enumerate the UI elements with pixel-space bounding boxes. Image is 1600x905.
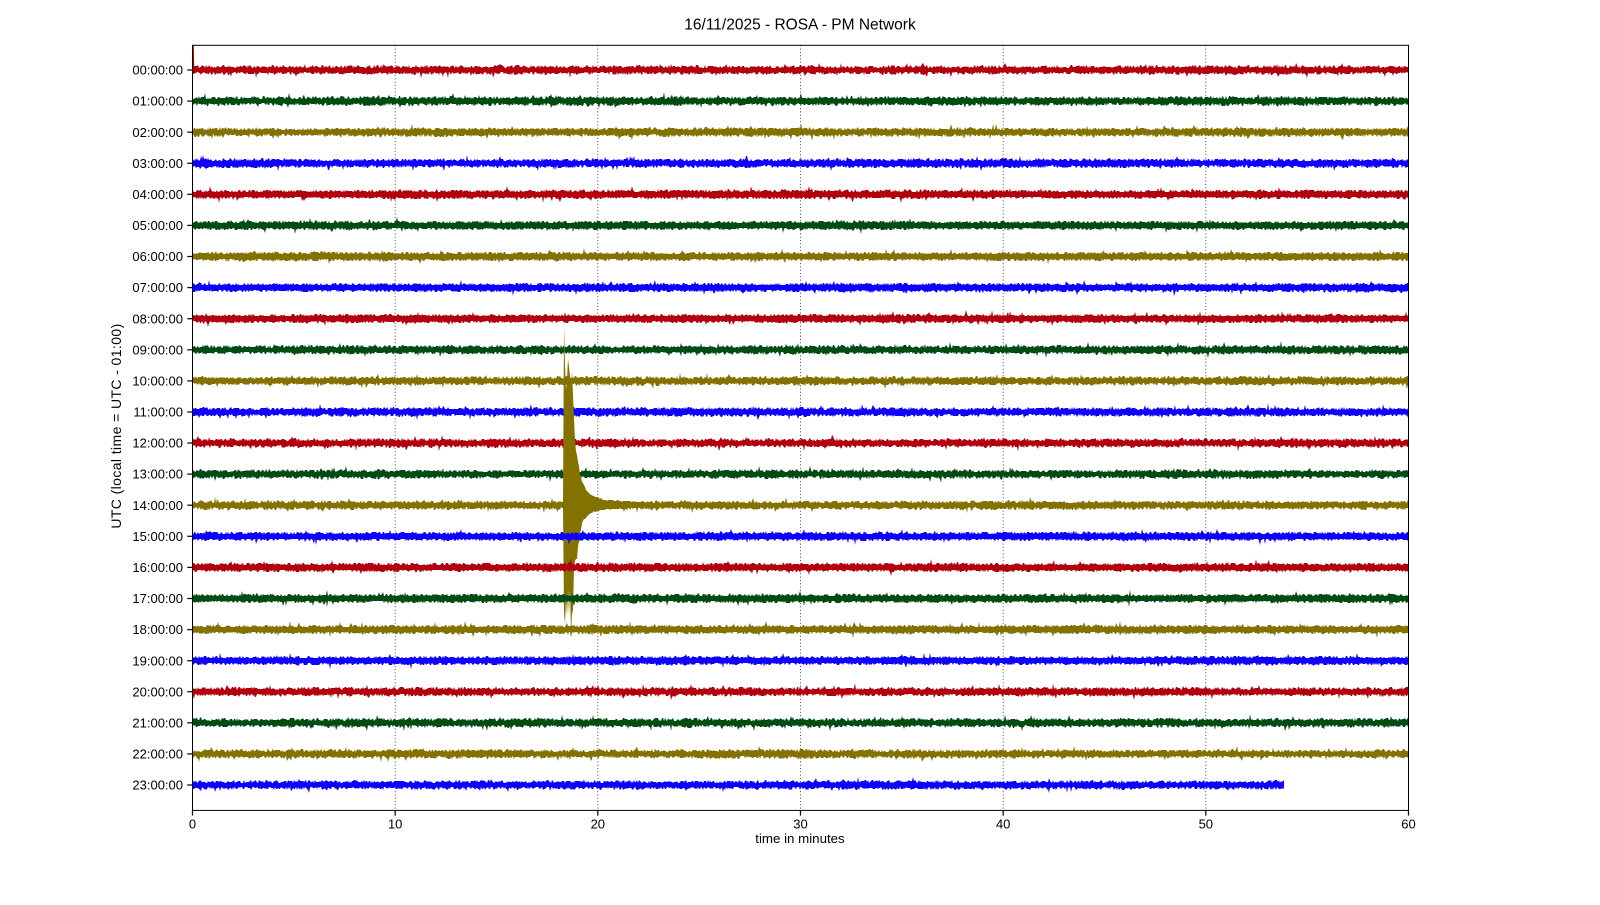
svg-text:12:00:00: 12:00:00: [132, 436, 183, 451]
svg-text:22:00:00: 22:00:00: [132, 747, 183, 762]
svg-text:07:00:00: 07:00:00: [132, 280, 183, 295]
svg-text:19:00:00: 19:00:00: [132, 653, 183, 668]
svg-text:40: 40: [996, 817, 1010, 832]
svg-text:16/11/2025 - ROSA - PM Network: 16/11/2025 - ROSA - PM Network: [684, 17, 916, 34]
svg-text:60: 60: [1401, 817, 1415, 832]
svg-text:20: 20: [591, 817, 605, 832]
svg-text:18:00:00: 18:00:00: [132, 622, 183, 637]
svg-text:08:00:00: 08:00:00: [132, 311, 183, 326]
svg-text:14:00:00: 14:00:00: [132, 498, 183, 513]
svg-text:30: 30: [793, 817, 807, 832]
svg-text:time in minutes: time in minutes: [755, 831, 845, 846]
svg-text:13:00:00: 13:00:00: [132, 467, 183, 482]
svg-text:16:00:00: 16:00:00: [132, 560, 183, 575]
svg-text:21:00:00: 21:00:00: [132, 715, 183, 730]
svg-text:03:00:00: 03:00:00: [132, 156, 183, 171]
svg-text:15:00:00: 15:00:00: [132, 529, 183, 544]
svg-text:06:00:00: 06:00:00: [132, 249, 183, 264]
svg-text:01:00:00: 01:00:00: [132, 94, 183, 109]
svg-text:11:00:00: 11:00:00: [133, 405, 183, 420]
svg-text:09:00:00: 09:00:00: [132, 342, 183, 357]
svg-text:04:00:00: 04:00:00: [132, 187, 183, 202]
svg-text:10:00:00: 10:00:00: [132, 374, 183, 389]
svg-text:0: 0: [189, 817, 196, 832]
svg-text:05:00:00: 05:00:00: [132, 218, 183, 233]
svg-text:23:00:00: 23:00:00: [132, 778, 183, 793]
svg-text:10: 10: [388, 817, 402, 832]
svg-text:UTC (local time = UTC - 01:00): UTC (local time = UTC - 01:00): [108, 323, 124, 528]
svg-text:17:00:00: 17:00:00: [132, 591, 183, 606]
svg-text:20:00:00: 20:00:00: [132, 684, 183, 699]
svg-text:50: 50: [1199, 817, 1213, 832]
svg-text:00:00:00: 00:00:00: [132, 63, 183, 78]
svg-text:02:00:00: 02:00:00: [132, 125, 183, 140]
